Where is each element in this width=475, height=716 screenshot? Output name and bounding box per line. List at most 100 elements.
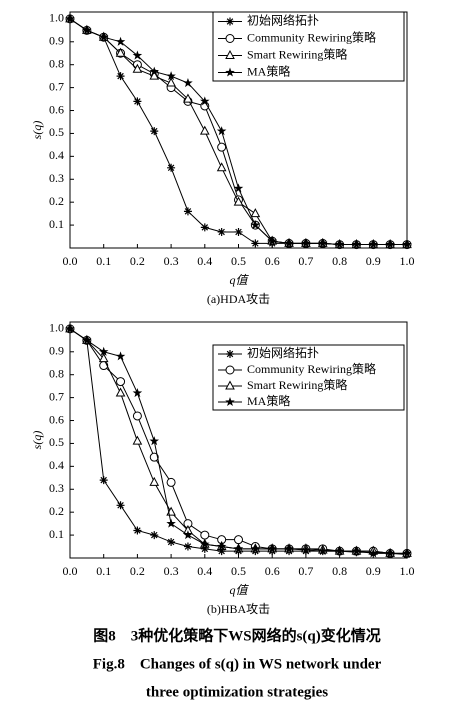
marker [149, 436, 160, 446]
y-tick-label: 0.3 [49, 171, 64, 185]
y-tick-label: 0.8 [49, 366, 64, 380]
y-tick-label: 0.5 [49, 435, 64, 449]
subtitle: (a)HDA攻击 [207, 292, 270, 306]
marker [217, 547, 226, 556]
marker [225, 34, 235, 43]
marker [226, 350, 234, 358]
marker [115, 351, 126, 361]
marker [225, 397, 235, 407]
x-tick-label: 0.9 [366, 254, 381, 268]
subtitle: (b)HBA攻击 [207, 602, 270, 616]
marker [301, 238, 311, 248]
marker [284, 543, 294, 553]
marker [132, 388, 143, 398]
marker [368, 239, 379, 249]
marker [234, 227, 243, 236]
legend-label: Community Rewiring策略 [247, 361, 376, 376]
marker [368, 548, 379, 558]
y-tick-label: 0.4 [49, 458, 64, 472]
marker [116, 501, 125, 510]
x-tick-label: 0.2 [130, 564, 145, 578]
x-axis-label: q值 [229, 273, 249, 287]
x-tick-label: 0.8 [332, 254, 347, 268]
legend-box [212, 11, 405, 82]
marker [166, 518, 176, 528]
marker [200, 96, 210, 106]
marker [150, 531, 159, 540]
x-tick-label: 0.6 [265, 254, 280, 268]
legend-label: MA策略 [247, 393, 290, 408]
marker [132, 50, 143, 60]
marker [225, 67, 235, 77]
marker [402, 239, 412, 249]
y-tick-label: 0.6 [49, 102, 64, 116]
y-tick-label: 0.8 [49, 56, 64, 70]
marker [116, 377, 126, 387]
marker [199, 125, 210, 135]
x-tick-label: 0.7 [298, 254, 313, 268]
legend-label: Smart Rewiring策略 [247, 377, 347, 392]
marker [167, 163, 176, 172]
y-tick-label: 0.2 [49, 194, 64, 208]
marker [267, 543, 277, 553]
marker [225, 49, 235, 59]
marker [250, 220, 261, 230]
y-axis-label: s(q) [30, 431, 44, 450]
y-tick-label: 1.0 [49, 321, 64, 335]
x-tick-label: 0.8 [332, 564, 347, 578]
x-tick-label: 0.9 [366, 564, 381, 578]
legend-label: Smart Rewiring策略 [247, 46, 347, 61]
y-axis-label: s(q) [30, 121, 44, 140]
marker [233, 183, 244, 193]
marker [225, 380, 235, 390]
marker [133, 97, 142, 106]
marker [183, 78, 193, 88]
marker [115, 387, 126, 397]
legend-label: MA策略 [247, 63, 290, 78]
x-tick-label: 0.4 [197, 564, 212, 578]
marker [98, 353, 109, 363]
y-tick-label: 0.1 [49, 527, 64, 541]
marker [217, 227, 226, 236]
y-tick-label: 0.2 [49, 504, 64, 518]
marker [351, 546, 362, 556]
marker [200, 539, 210, 549]
marker [115, 47, 126, 57]
marker [402, 548, 412, 558]
x-tick-label: 0.2 [130, 254, 145, 268]
x-tick-label: 0.5 [231, 564, 246, 578]
marker [216, 162, 227, 172]
x-tick-label: 1.0 [400, 254, 415, 268]
marker [166, 77, 176, 87]
marker [226, 17, 234, 26]
marker [166, 71, 176, 81]
marker [99, 476, 108, 485]
x-tick-label: 0.0 [63, 254, 78, 268]
x-tick-label: 0.5 [231, 254, 246, 268]
marker [65, 323, 75, 333]
x-tick-label: 0.4 [197, 254, 212, 268]
x-tick-label: 0.3 [164, 564, 179, 578]
marker [115, 36, 126, 46]
marker [385, 239, 395, 249]
marker [149, 452, 159, 462]
marker [317, 546, 328, 556]
legend-label: Community Rewiring策略 [247, 29, 376, 44]
marker [284, 238, 294, 248]
y-tick-label: 0.9 [49, 344, 64, 358]
marker [132, 63, 143, 73]
marker [334, 239, 345, 249]
marker [183, 530, 193, 540]
marker [200, 223, 209, 232]
x-axis-label: q值 [229, 583, 249, 597]
marker [183, 207, 192, 216]
y-tick-label: 0.5 [49, 125, 64, 139]
marker [225, 365, 235, 375]
marker [183, 93, 193, 103]
marker [317, 238, 328, 248]
y-tick-label: 1.0 [49, 11, 64, 25]
y-tick-label: 0.6 [49, 412, 64, 426]
marker [251, 239, 260, 248]
